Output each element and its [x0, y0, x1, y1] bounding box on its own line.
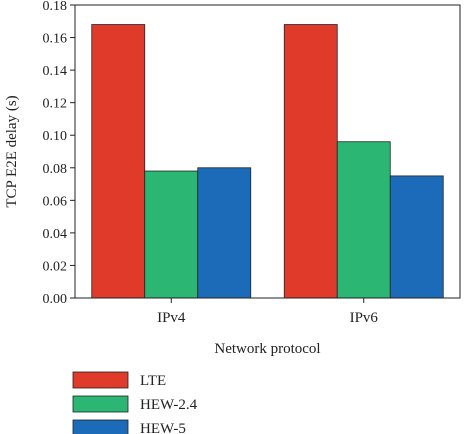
- x-ticks-group: IPv4 IPv6: [157, 298, 378, 326]
- bar-lte-ipv4: [91, 24, 146, 299]
- y-tick-label: 0.18: [43, 0, 68, 14]
- y-tick-label: 0.00: [43, 292, 68, 307]
- legend-swatch: [72, 395, 129, 413]
- bar-lte-ipv6: [283, 24, 338, 299]
- y-tick-label: 0.04: [43, 227, 68, 242]
- y-tick-label: 0.08: [43, 162, 68, 177]
- y-tick-label: 0.12: [43, 97, 68, 112]
- plot-frame: [74, 4, 461, 299]
- y-ticks-group: 0.00 0.02 0.04 0.06 0.08 0.10 0.12 0.14 0.16 0.18: [43, 0, 75, 307]
- y-tick-label: 0.10: [43, 129, 68, 144]
- y-tick-label: 0.06: [43, 194, 68, 209]
- legend-label: HEW-5: [140, 421, 186, 434]
- legend-label: HEW-2.4: [140, 397, 198, 413]
- y-tick-label: 0.16: [43, 32, 68, 47]
- bars-group: [91, 24, 444, 299]
- legend: LTE HEW-2.4 HEW-5: [72, 371, 198, 434]
- legend-swatch: [72, 419, 129, 434]
- x-tick-label: IPv6: [350, 310, 379, 326]
- y-axis-label: TCP E2E delay (s): [4, 95, 20, 207]
- y-tick-label: 0.02: [43, 259, 68, 274]
- bar-hew-2-4-ipv4: [144, 170, 199, 299]
- y-tick-label: 0.14: [43, 64, 68, 79]
- bar-hew-5-ipv6: [389, 175, 444, 299]
- legend-swatch: [72, 371, 129, 389]
- x-tick-label: IPv4: [157, 310, 186, 326]
- bar-hew-5-ipv4: [197, 167, 252, 299]
- bar-hew-2-4-ipv6: [336, 141, 391, 299]
- legend-label: LTE: [140, 373, 166, 389]
- x-axis-label: Network protocol: [214, 341, 320, 357]
